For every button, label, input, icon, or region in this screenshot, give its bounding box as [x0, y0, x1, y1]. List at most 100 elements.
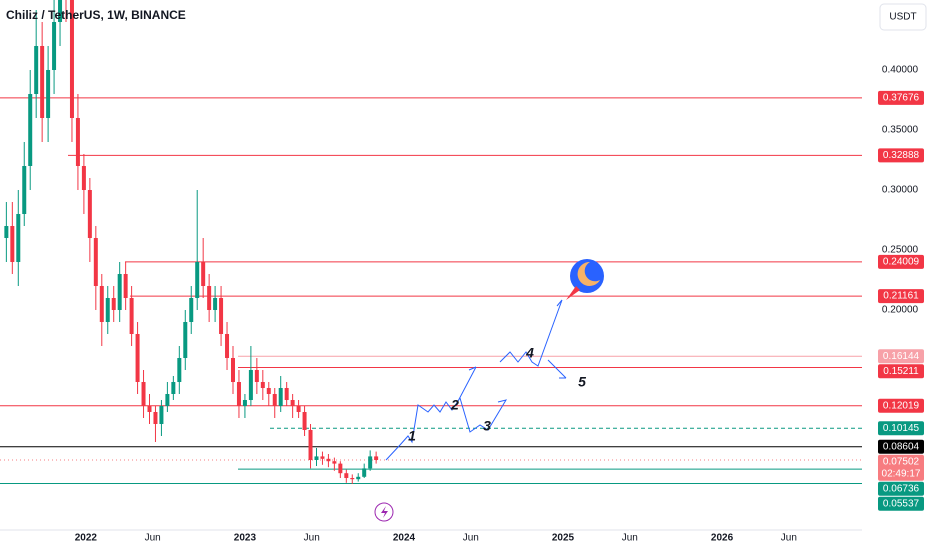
wave-label: 2	[450, 397, 459, 413]
x-tick-label: Jun	[304, 533, 320, 544]
candle-body	[171, 382, 176, 395]
candle-body	[195, 261, 200, 299]
y-tick-label: 0.30000	[882, 185, 919, 196]
x-tick-label: 2024	[393, 533, 416, 544]
candle-body	[141, 382, 146, 407]
candle-body	[266, 388, 271, 395]
x-tick-label: Jun	[145, 533, 161, 544]
candle-body	[46, 69, 51, 118]
candle-body	[362, 468, 367, 477]
wave-label: 4	[525, 345, 534, 361]
candle-body	[219, 298, 224, 335]
price-label: 0.32888	[883, 150, 920, 161]
candle-body	[99, 286, 104, 323]
candle-body	[201, 261, 206, 287]
candle-body	[105, 298, 110, 323]
candle-body	[356, 476, 361, 480]
candle-body	[278, 388, 283, 407]
candle-body	[177, 358, 182, 383]
rocket-moon-icon	[566, 259, 604, 300]
price-label-box	[878, 496, 924, 511]
price-label-box	[878, 148, 924, 163]
candle-body	[28, 93, 33, 166]
x-tick-label: 2023	[234, 533, 257, 544]
candle-body	[213, 298, 218, 311]
price-label: 0.21161	[883, 291, 919, 302]
price-label-box	[878, 481, 924, 496]
candle-body	[320, 456, 325, 459]
wave-label: 1	[408, 428, 416, 444]
candle-body	[332, 461, 337, 464]
candle-body	[52, 21, 57, 70]
candle-body	[93, 237, 98, 287]
price-label: 0.05537	[883, 498, 920, 509]
candle-body	[290, 400, 295, 407]
currency-button[interactable]	[879, 3, 927, 31]
candle-body	[225, 334, 230, 359]
candle-body	[344, 473, 349, 479]
wave-label: 3	[483, 418, 491, 434]
candle-body	[16, 213, 21, 262]
candle-body	[260, 382, 265, 389]
y-tick-label: 0.25000	[882, 245, 919, 256]
x-tick-label: 2022	[75, 533, 98, 544]
chart-title: Chiliz / TetherUS, 1W, BINANCE	[6, 8, 186, 22]
price-label-box	[878, 289, 924, 304]
price-label: 0.06736	[883, 483, 920, 494]
candle-body	[58, 0, 63, 22]
x-tick-label: Jun	[622, 533, 638, 544]
candle-body	[242, 400, 247, 407]
x-tick-label: 2026	[711, 533, 734, 544]
candle-body	[159, 406, 164, 425]
candle-body	[296, 406, 301, 413]
y-tick-label: 0.40000	[882, 65, 919, 76]
candle-body	[350, 478, 355, 480]
candle-body	[183, 322, 188, 359]
x-tick-label: Jun	[463, 533, 479, 544]
candle-body	[272, 394, 277, 407]
x-tick-label: 2025	[552, 533, 575, 544]
countdown-label: 02:49:17	[882, 468, 921, 479]
candle-body	[165, 394, 170, 407]
candle-body	[230, 358, 235, 383]
currency-label[interactable]: USDT	[889, 12, 916, 23]
projection-path	[385, 299, 567, 461]
price-label-box	[878, 421, 924, 436]
candle-body	[314, 456, 319, 461]
candle-body	[207, 286, 212, 311]
price-label: 0.08604	[883, 441, 920, 452]
candle-body	[326, 458, 331, 462]
candle-body	[34, 45, 39, 94]
price-label: 0.16144	[883, 351, 920, 362]
price-label-box	[878, 439, 924, 454]
candle-body	[338, 463, 343, 474]
candle-body	[123, 274, 128, 299]
candle-body	[117, 274, 122, 311]
price-label: 0.12019	[883, 400, 920, 411]
candle-body	[302, 412, 307, 431]
candle-body	[254, 370, 259, 383]
candle-body	[40, 45, 45, 118]
price-label-box	[878, 349, 924, 364]
price-label: 0.37676	[883, 93, 920, 104]
candle-body	[22, 165, 27, 214]
candle-body	[111, 298, 116, 311]
candle-body	[75, 117, 80, 166]
price-label-box	[878, 90, 924, 105]
price-label: 0.07502	[883, 456, 920, 467]
event-icon[interactable]	[374, 502, 394, 522]
price-label: 0.15211	[883, 366, 919, 377]
candle-body	[81, 165, 86, 190]
price-label-box	[878, 364, 924, 379]
y-tick-label: 0.20000	[882, 305, 919, 316]
price-label-box	[878, 454, 924, 481]
candle-body	[236, 382, 241, 407]
candle-body	[368, 456, 373, 469]
candle-body	[284, 388, 289, 401]
candle-body	[87, 189, 92, 238]
candle-body	[4, 225, 9, 238]
price-label-box	[878, 254, 924, 269]
candle-body	[69, 0, 74, 118]
